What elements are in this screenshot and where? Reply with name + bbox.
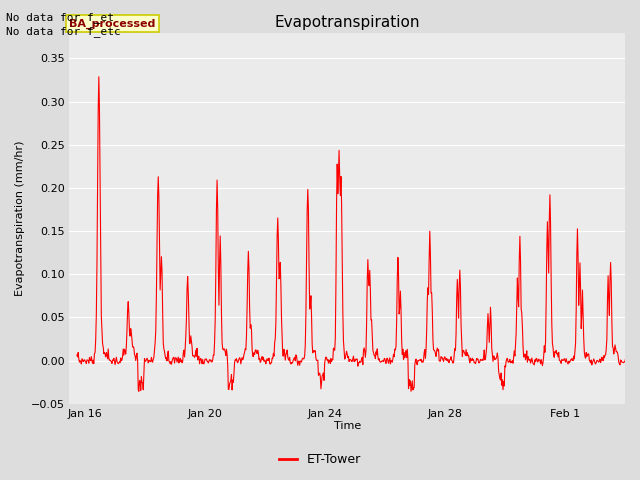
Y-axis label: Evapotranspiration (mm/hr): Evapotranspiration (mm/hr) [15, 141, 25, 296]
Text: No data for f_et: No data for f_et [6, 12, 115, 23]
Text: BA_processed: BA_processed [69, 19, 156, 29]
Title: Evapotranspiration: Evapotranspiration [275, 15, 420, 30]
X-axis label: Time: Time [333, 421, 361, 432]
Text: No data for f_etc: No data for f_etc [6, 26, 121, 37]
Legend: ET-Tower: ET-Tower [273, 448, 367, 471]
